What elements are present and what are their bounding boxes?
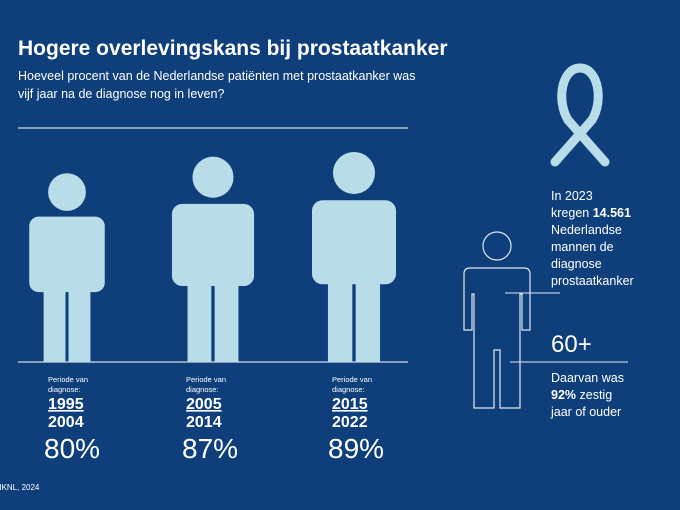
period-from: 2015 — [332, 396, 368, 413]
period-label: Periode van — [332, 375, 372, 384]
info-line: prostaatkanker — [551, 274, 634, 288]
period-label: Periode van — [48, 375, 88, 384]
torso — [171, 203, 255, 287]
period-to: 2004 — [48, 414, 84, 431]
period-to: 2022 — [332, 414, 368, 431]
head — [48, 173, 86, 211]
person-figure — [29, 173, 105, 362]
stat-line: Daarvan was — [551, 371, 624, 385]
info-line: mannen de — [551, 240, 614, 254]
head — [332, 151, 376, 194]
subtitle: vijf jaar na de diagnose nog in leven? — [18, 87, 224, 101]
period-label: diagnose: — [48, 385, 81, 394]
person-figure — [171, 156, 255, 362]
info-line: Nederlandse — [551, 223, 622, 237]
subtitle: Hoeveel procent van de Nederlandse patië… — [18, 69, 415, 83]
info-text: kregen — [551, 206, 593, 220]
info-number: 14.561 — [593, 206, 631, 220]
person-outline — [463, 231, 531, 409]
info-line: diagnose — [551, 257, 602, 271]
leg — [187, 269, 212, 362]
period-from: 1995 — [48, 396, 84, 413]
title: Hogere overlevingskans bij prostaatkanke… — [18, 37, 448, 60]
source: Bron: IKNL, 2024 — [0, 483, 40, 492]
value-label: 87% — [182, 433, 238, 464]
stat-big: 60+ — [551, 331, 592, 358]
stat-text: zestig — [576, 388, 612, 402]
leg — [355, 267, 381, 362]
period-from: 2005 — [186, 396, 222, 413]
stat-line: 92% zestig — [551, 388, 612, 402]
leg — [68, 277, 91, 362]
ribbon-right — [563, 115, 610, 167]
outline-head — [482, 231, 512, 261]
leg — [214, 269, 239, 362]
period-label: diagnose: — [186, 385, 219, 394]
info-text: In 2023 kregen 14.561 Nederlandse mannen… — [551, 189, 634, 288]
period-label: Periode van — [186, 375, 226, 384]
leg — [327, 267, 353, 362]
stat-number: 92% — [551, 388, 576, 402]
value-label: 89% — [328, 433, 384, 464]
ribbon-left — [550, 63, 603, 167]
stat-text: Daarvan was 92% zestig jaar of ouder — [550, 371, 624, 419]
person-figure — [311, 151, 397, 362]
period-to: 2014 — [186, 414, 222, 431]
stat-line: jaar of ouder — [550, 405, 621, 419]
torso — [29, 216, 105, 293]
head — [192, 156, 234, 198]
leg — [43, 277, 66, 362]
info-line: kregen 14.561 — [551, 206, 631, 220]
info-line: In 2023 — [551, 189, 593, 203]
torso — [311, 200, 397, 285]
outline-body — [463, 267, 531, 409]
period-label: diagnose: — [332, 385, 365, 394]
ribbon-icon — [550, 63, 610, 167]
value-label: 80% — [44, 433, 100, 464]
